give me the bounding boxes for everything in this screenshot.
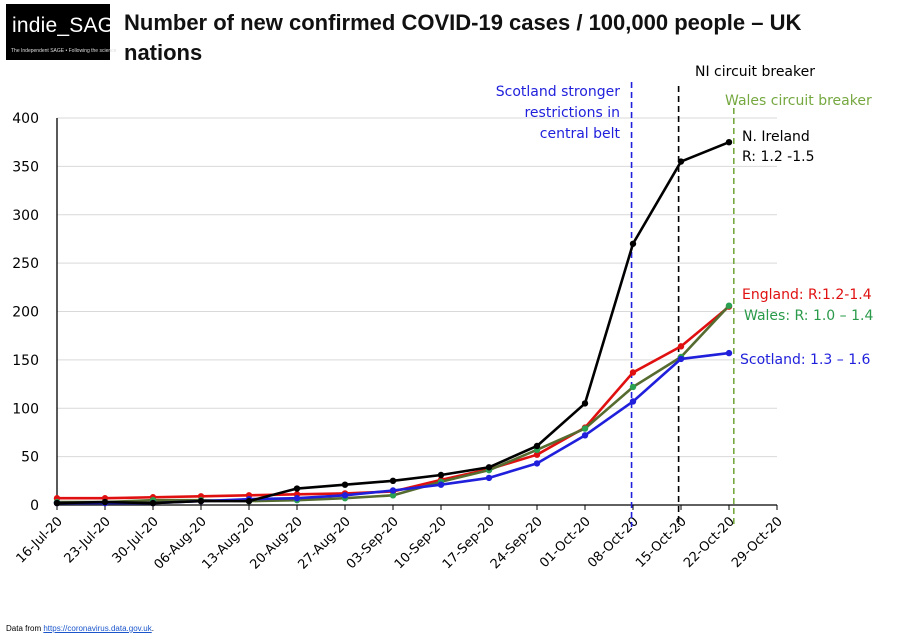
n_ireland-data-point <box>293 485 301 492</box>
x-tick-label: 29-Oct-20 <box>729 514 786 571</box>
scotland-restrictions-label: restrictions in <box>524 105 620 121</box>
wales-data-point <box>389 492 397 499</box>
n_ireland-data-point <box>53 499 61 507</box>
wales-end-label: Wales: R: 1.0 – 1.4 <box>744 308 873 324</box>
wales-data-point <box>581 425 589 432</box>
n_ireland-data-point <box>629 240 637 247</box>
scotland-data-point <box>437 481 445 488</box>
n_ireland-data-point <box>389 477 397 485</box>
scotland-data-point <box>533 460 541 467</box>
wales-data-point <box>629 383 637 391</box>
source-prefix: Data from <box>6 624 42 633</box>
data-source: Data from https://coronavirus.data.gov.u… <box>6 624 154 633</box>
scotland-data-point <box>293 495 301 502</box>
x-tick-label: 15-Oct-20 <box>633 514 690 571</box>
scotland-restrictions-label: Scotland stronger <box>496 84 620 100</box>
y-tick-label: 0 <box>30 498 39 514</box>
england-data-point <box>629 369 637 376</box>
y-tick-label: 200 <box>12 305 39 321</box>
logo-tagline: The Independent SAGE • Following the sci… <box>11 48 117 54</box>
y-tick-label: 300 <box>12 208 39 224</box>
scotland-data-point <box>485 474 493 482</box>
x-tick-label: 08-Oct-20 <box>585 514 642 571</box>
scotland-data-point <box>677 355 685 363</box>
n_ireland-data-point <box>677 158 685 165</box>
england-data-point <box>677 343 685 350</box>
scotland-data-point <box>341 492 349 499</box>
wales-data-point <box>725 302 733 309</box>
scotland-data-point <box>581 432 589 439</box>
x-tick-label: 24-Sep-20 <box>488 514 546 572</box>
n_ireland-data-point <box>245 497 253 505</box>
x-tick-label: 01-Oct-20 <box>537 514 594 571</box>
x-tick-label: 16-Jul-20 <box>14 514 66 566</box>
scotland-restrictions-label: central belt <box>540 126 621 142</box>
n_ireland-data-point <box>149 499 157 507</box>
scotland-data-point <box>389 487 397 494</box>
n-ireland-r-label: R: 1.2 -1.5 <box>742 149 815 165</box>
ni-circuit-breaker-label: NI circuit breaker <box>695 64 815 80</box>
x-tick-label: 23-Jul-20 <box>62 514 114 566</box>
n_ireland-data-point <box>725 138 733 146</box>
scotland-end-label: Scotland: 1.3 – 1.6 <box>740 352 871 368</box>
scotland-data-point <box>725 349 733 357</box>
n_ireland-data-point <box>101 498 109 506</box>
y-tick-label: 50 <box>21 450 39 466</box>
indie-sage-logo: indie_SAGE The Independent SAGE • Follow… <box>6 4 128 60</box>
scotland-data-point <box>629 398 637 405</box>
y-tick-label: 250 <box>12 256 39 272</box>
source-link[interactable]: https://coronavirus.data.gov.uk <box>43 624 152 633</box>
y-tick-label: 100 <box>12 401 39 417</box>
n_ireland-data-point <box>197 497 205 505</box>
y-tick-label: 400 <box>12 111 39 127</box>
n_ireland-data-point <box>437 471 445 479</box>
n-ireland-end-label: N. Ireland <box>742 129 810 145</box>
x-tick-label: 22-Oct-20 <box>681 514 738 571</box>
wales-circuit-breaker-label: Wales circuit breaker <box>725 93 872 109</box>
n_ireland-data-point <box>485 464 493 471</box>
logo-name: indie_SAGE <box>12 14 129 37</box>
n_ireland-data-point <box>341 481 349 488</box>
n_ireland-data-point <box>581 400 589 407</box>
n_ireland-data-point <box>533 442 541 450</box>
y-tick-label: 150 <box>12 353 39 369</box>
n_ireland-series-line <box>56 140 730 505</box>
chart-title: Number of new confirmed COVID-19 cases /… <box>124 10 802 65</box>
england-series-line <box>57 305 730 500</box>
y-tick-label: 350 <box>12 159 39 175</box>
england-data-point <box>533 451 541 458</box>
england-end-label: England: R:1.2-1.4 <box>742 287 872 303</box>
